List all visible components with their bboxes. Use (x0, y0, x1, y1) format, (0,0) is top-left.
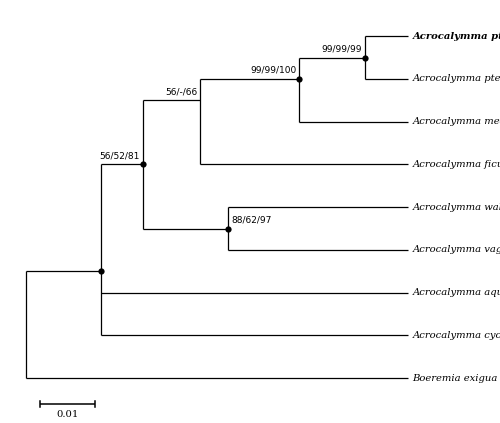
Text: 99/99/100: 99/99/100 (250, 66, 296, 75)
Text: 88/62/97: 88/62/97 (231, 215, 272, 224)
Text: Acrocalymma walkeri: Acrocalymma walkeri (412, 203, 500, 212)
Text: Acrocalymma cycadis: Acrocalymma cycadis (412, 331, 500, 340)
Text: Acrocalymma medicaginis: Acrocalymma medicaginis (412, 117, 500, 126)
Text: 56/-/66: 56/-/66 (165, 87, 197, 96)
Text: 56/52/81: 56/52/81 (100, 151, 140, 160)
Text: Acrocalymma pterocarpi: Acrocalymma pterocarpi (412, 32, 500, 41)
Text: 99/99/99: 99/99/99 (322, 44, 362, 53)
Text: Acrocalymma vagum: Acrocalymma vagum (412, 245, 500, 255)
Text: 0.01: 0.01 (56, 410, 78, 419)
Text: Acrocalymma aquatica: Acrocalymma aquatica (412, 288, 500, 297)
Text: Boeremia exigua: Boeremia exigua (412, 374, 498, 383)
Text: Acrocalymma pterocarpi: Acrocalymma pterocarpi (412, 74, 500, 83)
Text: Acrocalymma ficus: Acrocalymma ficus (412, 160, 500, 169)
